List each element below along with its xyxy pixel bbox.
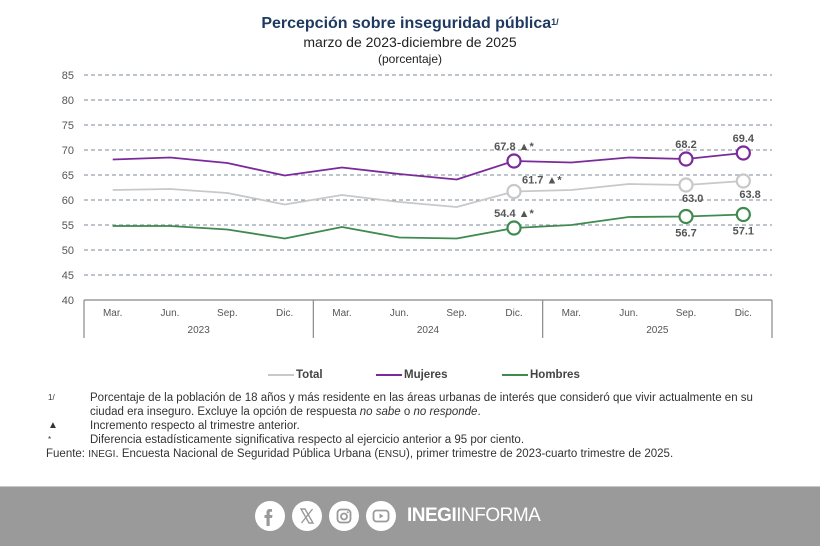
note-increment: ▲ Incremento respecto al trimestre anter… [48, 419, 788, 433]
data-label-mujeres: 67.8 ▲* [494, 141, 534, 153]
x-tick-label: Sep. [217, 308, 238, 319]
note-definition: 1/ Porcentaje de la población de 18 años… [48, 391, 788, 419]
note-increment-text: Incremento respecto al trimestre anterio… [90, 419, 788, 433]
source-org: INEGI [88, 449, 115, 460]
source-text-a: . Encuesta Nacional de Seguridad Pública… [115, 448, 378, 460]
x-tick-label: Mar. [103, 308, 122, 319]
y-tick-label: 45 [62, 270, 74, 282]
triangle-up-icon: ▲ [48, 419, 90, 433]
data-label-total: 63.0 [682, 193, 703, 205]
legend-item-mujeres: Mujeres [376, 369, 447, 381]
inegi-informa-logo[interactable]: INEGIINFORMA [407, 505, 540, 527]
y-tick-label: 40 [62, 295, 74, 307]
y-tick-label: 50 [62, 245, 74, 257]
legend-swatch-mujeres [376, 374, 402, 376]
x-tick-label: Sep. [446, 308, 467, 319]
note-definition-part: no sabe [360, 406, 401, 418]
line-chart: 40 45 50 55 60 65 70 75 80 85 Mar. Jun. Sep. Dic. Mar.… [0, 0, 820, 360]
year-label: 2024 [417, 325, 440, 336]
asterisk-icon: * [48, 433, 90, 447]
data-point-hombres [680, 210, 693, 223]
data-point-mujeres [737, 147, 750, 160]
chart-notes: 1/ Porcentaje de la población de 18 años… [48, 391, 788, 462]
y-tick-label: 60 [62, 195, 74, 207]
legend-item-hombres: Hombres [502, 369, 580, 381]
data-label-total: 61.7 ▲* [522, 175, 562, 187]
x-tick-label: Sep. [676, 308, 697, 319]
chart-legend: Total Mujeres Hombres [0, 369, 820, 385]
data-point-total [737, 175, 750, 188]
legend-label-total: Total [296, 369, 323, 381]
legend-label-hombres: Hombres [530, 369, 580, 381]
y-tick-label: 55 [62, 220, 74, 232]
note-definition-part: . [477, 406, 480, 418]
social-links: INEGIINFORMA [255, 501, 540, 531]
data-point-hombres [737, 208, 750, 221]
x-tick-label: Mar. [332, 308, 351, 319]
y-tick-label: 70 [62, 145, 74, 157]
series-line-total [113, 181, 744, 207]
note-definition-text: Porcentaje de la población de 18 años y … [90, 391, 788, 419]
y-tick-label: 80 [62, 95, 74, 107]
legend-label-mujeres: Mujeres [404, 369, 447, 381]
legend-swatch-total [268, 374, 294, 376]
youtube-icon[interactable] [366, 501, 396, 531]
x-tick-label: Mar. [562, 308, 581, 319]
data-point-mujeres [680, 153, 693, 166]
data-label-total: 63.8 [739, 189, 760, 201]
facebook-icon[interactable] [255, 501, 285, 531]
data-point-hombres [508, 222, 521, 235]
source-text-b: ), primer trimestre de 2023-cuarto trime… [406, 448, 673, 460]
x-tick-label: Dic. [276, 308, 293, 319]
y-tick-label: 65 [62, 170, 74, 182]
data-point-total [508, 185, 521, 198]
x-icon[interactable] [292, 501, 322, 531]
note-definition-part: o [401, 406, 414, 418]
x-tick-label: Dic. [735, 308, 752, 319]
series-line-mujeres [113, 153, 744, 180]
data-label-hombres: 56.7 [675, 228, 696, 240]
source-label: Fuente: [46, 448, 85, 460]
series-line-hombres [113, 215, 744, 239]
source-abbr: ENSU [378, 449, 406, 460]
y-tick-label: 85 [62, 70, 74, 82]
y-tick-label: 75 [62, 120, 74, 132]
x-tick-label: Jun. [161, 308, 180, 319]
instagram-icon[interactable] [329, 501, 359, 531]
x-tick-label: Dic. [505, 308, 522, 319]
note-definition-part: no responde [414, 406, 478, 418]
data-label-hombres: 54.4 ▲* [494, 208, 534, 220]
data-label-mujeres: 68.2 [675, 139, 696, 151]
legend-item-total: Total [268, 369, 323, 381]
legend-swatch-hombres [502, 374, 528, 376]
year-label: 2025 [646, 325, 669, 336]
brand-bold: INEGI [407, 505, 456, 526]
note-significance-text: Diferencia estadísticamente significativ… [90, 433, 788, 447]
x-tick-label: Jun. [619, 308, 638, 319]
brand-light: INFORMA [456, 505, 540, 526]
note-mark-footnote: 1/ [48, 391, 90, 419]
data-point-mujeres [508, 155, 521, 168]
footer-bar: INEGIINFORMA [0, 486, 820, 546]
year-label: 2023 [188, 325, 211, 336]
data-point-total [680, 179, 693, 192]
source-note: Fuente: INEGI. Encuesta Nacional de Segu… [46, 447, 788, 462]
note-significance: * Diferencia estadísticamente significat… [48, 433, 788, 447]
data-label-mujeres: 69.4 [733, 133, 755, 145]
data-label-hombres: 57.1 [733, 226, 754, 238]
x-tick-label: Jun. [390, 308, 409, 319]
